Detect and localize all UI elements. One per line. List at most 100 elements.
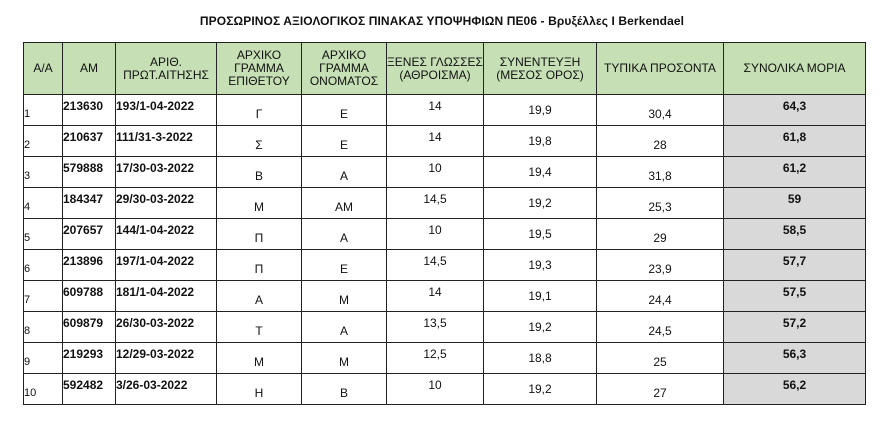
cell-total-points: 56,2 <box>723 373 866 405</box>
cell-foreign-languages: 14 <box>386 125 484 157</box>
cell-total-points-value: 56,3 <box>782 347 807 361</box>
cell-total-points-value: 57,7 <box>782 254 807 268</box>
cell-formal-qualifications: 24,5 <box>596 311 724 343</box>
cell-surname-initial: Μ <box>216 187 302 219</box>
cell-protocol-number: 181/1-04-2022 <box>115 280 217 312</box>
cell-aa-value: 1 <box>24 108 31 120</box>
cell-am: 219293 <box>62 342 116 374</box>
table-row: 4 184347 29/30-03-2022 Μ ΑΜ 14,5 19,2 25,3 59 <box>23 187 866 219</box>
header-row: Α/Α ΑΜ ΑΡΙΘ. ΠΡΩΤ.ΑΙΤΗΣΗΣ ΑΡΧΙΚΟ ΓΡΑΜΜΑ … <box>23 42 866 95</box>
cell-protocol-number: 144/1-04-2022 <box>115 218 217 250</box>
cell-formal-qualifications-value: 24,4 <box>648 293 672 307</box>
cell-surname-initial: Τ <box>216 311 302 343</box>
cell-protocol-number: 3/26-03-2022 <box>115 373 217 405</box>
cell-interview-value: 19,5 <box>528 227 552 241</box>
cell-formal-qualifications: 31,8 <box>596 156 724 188</box>
cell-protocol-number: 12/29-03-2022 <box>115 342 217 374</box>
cell-formal-qualifications-value: 24,5 <box>648 324 672 338</box>
cell-formal-qualifications-value: 23,9 <box>648 262 672 276</box>
cell-interview-value: 19,3 <box>528 258 552 272</box>
cell-interview-value: 19,9 <box>528 103 552 117</box>
cell-aa: 6 <box>23 249 63 281</box>
cell-protocol-number: 197/1-04-2022 <box>115 249 217 281</box>
cell-foreign-languages-value: 12,5 <box>423 347 447 361</box>
cell-name-initial-value: Α <box>339 169 348 183</box>
document-title: ΠΡΟΣΩΡΙΝΟΣ ΑΞΙΟΛΟΓΙΚΟΣ ΠΙΝΑΚΑΣ ΥΠΟΨΗΦΙΩΝ… <box>199 14 685 28</box>
cell-am: 207657 <box>62 218 116 250</box>
cell-aa-value: 9 <box>24 356 31 368</box>
cell-name-initial: ΑΜ <box>301 187 387 219</box>
header-formal-qualifications: ΤΥΠΙΚΑ ΠΡΟΣΟΝΤΑ <box>596 42 724 95</box>
cell-interview-value: 19,2 <box>528 196 552 210</box>
cell-protocol-number-value: 144/1-04-2022 <box>116 223 195 237</box>
cell-foreign-languages: 14,5 <box>386 187 484 219</box>
cell-name-initial: Α <box>301 156 387 188</box>
cell-total-points-value: 64,3 <box>782 99 807 113</box>
cell-aa: 1 <box>23 94 63 126</box>
cell-aa: 7 <box>23 280 63 312</box>
header-protocol-number: ΑΡΙΘ. ΠΡΩΤ.ΑΙΤΗΣΗΣ <box>115 42 217 95</box>
cell-aa-value: 8 <box>24 325 31 337</box>
cell-protocol-number: 29/30-03-2022 <box>115 187 217 219</box>
cell-protocol-number-value: 29/30-03-2022 <box>116 192 195 206</box>
cell-surname-initial-value: Τ <box>255 324 263 338</box>
cell-total-points: 64,3 <box>723 94 866 126</box>
cell-am-value: 210637 <box>63 130 104 144</box>
cell-total-points-value: 57,5 <box>782 285 807 299</box>
cell-surname-initial: Σ <box>216 125 302 157</box>
cell-formal-qualifications-value: 25,3 <box>648 200 672 214</box>
cell-foreign-languages: 10 <box>386 156 484 188</box>
cell-am-value: 592482 <box>63 378 104 392</box>
cell-am: 210637 <box>62 125 116 157</box>
cell-surname-initial-value: Π <box>254 262 264 276</box>
cell-formal-qualifications-value: 27 <box>653 386 667 400</box>
table-row: 7 609788 181/1-04-2022 Α Μ 14 19,1 24,4 57,5 <box>23 280 866 312</box>
cell-surname-initial-value: Η <box>254 386 264 400</box>
cell-surname-initial-value: Μ <box>254 200 264 214</box>
cell-am: 609879 <box>62 311 116 343</box>
cell-am: 184347 <box>62 187 116 219</box>
cell-name-initial-value: Ε <box>339 138 348 152</box>
cell-surname-initial-value: Β <box>254 169 263 183</box>
cell-foreign-languages-value: 13,5 <box>423 316 447 330</box>
cell-total-points-value: 61,8 <box>782 130 807 144</box>
header-am: ΑΜ <box>62 42 116 95</box>
cell-surname-initial: Γ <box>216 94 302 126</box>
cell-formal-qualifications-value: 29 <box>653 231 667 245</box>
cell-interview: 19,1 <box>483 280 597 312</box>
cell-foreign-languages-value: 14,5 <box>423 192 447 206</box>
cell-aa: 5 <box>23 218 63 250</box>
cell-total-points-value: 58,5 <box>782 223 807 237</box>
cell-name-initial: Μ <box>301 280 387 312</box>
cell-formal-qualifications: 25 <box>596 342 724 374</box>
header-total-points: ΣΥΝΟΛΙΚΑ ΜΟΡΙΑ <box>723 42 866 95</box>
cell-name-initial: Α <box>301 311 387 343</box>
cell-surname-initial-value: Α <box>254 293 263 307</box>
cell-name-initial: Μ <box>301 342 387 374</box>
cell-protocol-number-value: 3/26-03-2022 <box>116 378 188 392</box>
cell-am-value: 579888 <box>63 161 104 175</box>
cell-aa: 9 <box>23 342 63 374</box>
cell-total-points: 56,3 <box>723 342 866 374</box>
cell-surname-initial: Π <box>216 218 302 250</box>
cell-total-points-value: 57,2 <box>782 316 807 330</box>
cell-foreign-languages-value: 10 <box>428 161 442 175</box>
cell-surname-initial-value: Σ <box>255 138 263 152</box>
cell-interview: 19,3 <box>483 249 597 281</box>
cell-aa: 3 <box>23 156 63 188</box>
cell-aa: 4 <box>23 187 63 219</box>
cell-protocol-number: 193/1-04-2022 <box>115 94 217 126</box>
cell-name-initial-value: Α <box>339 231 348 245</box>
cell-formal-qualifications: 28 <box>596 125 724 157</box>
cell-aa-value: 5 <box>24 232 31 244</box>
cell-foreign-languages: 10 <box>386 373 484 405</box>
cell-am-value: 213630 <box>63 99 104 113</box>
cell-surname-initial: Β <box>216 156 302 188</box>
cell-total-points: 61,8 <box>723 125 866 157</box>
cell-interview: 18,8 <box>483 342 597 374</box>
cell-surname-initial: Μ <box>216 342 302 374</box>
cell-interview-value: 19,1 <box>528 289 552 303</box>
cell-am-value: 184347 <box>63 192 104 206</box>
table-row: 6 213896 197/1-04-2022 Π Ε 14,5 19,3 23,9 57,7 <box>23 249 866 281</box>
cell-interview: 19,2 <box>483 311 597 343</box>
